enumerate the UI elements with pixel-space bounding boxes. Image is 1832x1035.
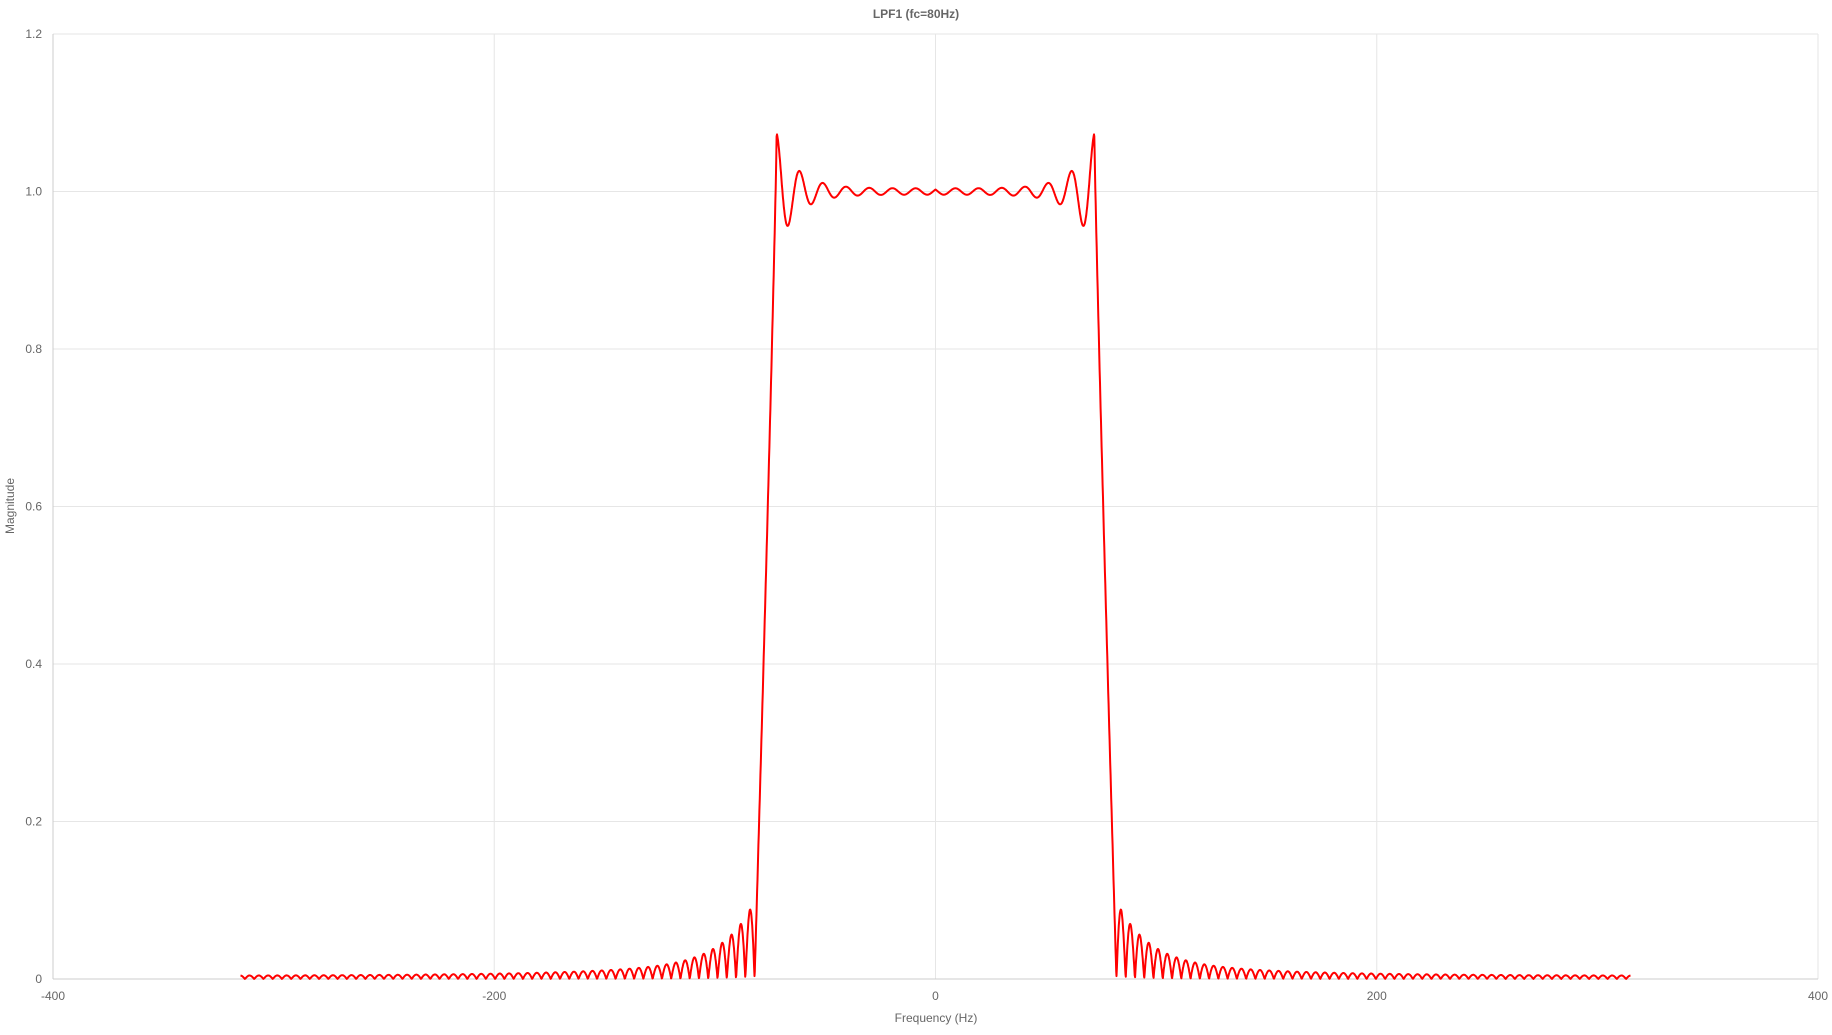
- y-tick-label: 0.4: [25, 657, 42, 671]
- y-tick-label: 1.2: [25, 27, 42, 41]
- x-tick-label: 200: [1367, 989, 1387, 1003]
- y-tick-label: 0.2: [25, 815, 42, 829]
- x-tick-label: 400: [1808, 989, 1828, 1003]
- magnitude-series-line: [239, 133, 1632, 980]
- grid-lines: [53, 33, 1819, 979]
- x-tick-label: 0: [932, 989, 939, 1003]
- tick-labels: -400 -200 0 200 400 0 0.2 0.4 0.6 0.8 1.0 1.2: [25, 27, 1828, 1003]
- x-tick-label: -400: [41, 989, 65, 1003]
- series-layer: [239, 133, 1632, 980]
- y-tick-label: 0.6: [25, 500, 42, 514]
- x-tick-label: -200: [482, 989, 506, 1003]
- y-tick-label: 0.8: [25, 342, 42, 356]
- x-axis-label: Frequency (Hz): [895, 1011, 978, 1025]
- y-tick-label: 1.0: [25, 185, 42, 199]
- chart-title: LPF1 (fc=80Hz): [873, 7, 959, 21]
- y-axis-label: Magnitude: [3, 478, 17, 534]
- y-tick-label: 0: [35, 972, 42, 986]
